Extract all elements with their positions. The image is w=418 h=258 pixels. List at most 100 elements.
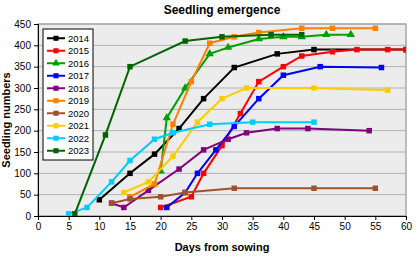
x-tick-label: 0 [36,221,42,232]
legend-box [43,29,93,160]
y-axis-line [34,25,39,217]
y-tick-label: 450 [14,19,31,30]
series-marker [201,96,206,101]
series-marker [347,30,355,37]
legend-item: 2014 [47,33,89,44]
x-tick-label: 20 [156,221,168,232]
y-tick-mark [34,216,38,217]
y-tick-mark [34,24,38,25]
series-marker [103,132,108,137]
y-tick-mark [34,88,38,89]
series-marker [109,200,114,205]
x-tick: 55 [370,216,382,232]
series [121,85,390,195]
x-tick: 25 [186,216,198,232]
y-tick-label: 50 [20,189,32,200]
series-marker [250,119,255,124]
series-marker [152,136,157,141]
series-group [66,26,406,216]
x-axis-title: Days from sowing [175,241,270,253]
y-tick-mark [34,173,38,174]
series-marker [127,158,132,163]
series-marker [274,126,279,131]
series-marker [244,85,249,90]
legend-label: 2019 [68,95,89,106]
series-marker [170,122,175,127]
y-axis-title: Seedling numbers [0,72,12,167]
series-marker [72,211,77,216]
series-marker [66,211,71,216]
series-marker [195,119,200,124]
series-marker [317,64,322,69]
series-line [112,129,370,208]
grid-line [38,173,406,174]
series-marker [330,49,335,54]
series-marker [121,190,126,195]
series-marker [127,64,132,69]
grid-line [38,24,406,25]
y-tick-label: 100 [14,168,31,179]
x-tick: 60 [401,216,413,232]
x-tick-mark [406,216,407,220]
series-marker [299,53,304,58]
series-marker [201,171,206,176]
series-marker [163,113,171,120]
x-tick: 15 [125,216,137,232]
series-marker [311,85,316,90]
series-marker [207,122,212,127]
x-tick-label: 30 [217,221,229,232]
series-marker [158,205,163,210]
x-tick-mark [161,216,162,220]
series-marker [109,179,114,184]
y-tick: 150 [14,147,38,158]
series [127,26,378,200]
series-marker [281,72,286,77]
x-tick-label: 60 [401,221,413,232]
series-marker [152,151,157,156]
legend-marker [53,123,58,128]
series-marker [201,147,206,152]
x-tick-label: 35 [248,221,260,232]
series-marker [244,130,249,135]
x-tick-mark [253,216,254,220]
legend-item: 2020 [47,108,89,119]
series [97,47,406,203]
plot-background [38,24,406,216]
series-marker [299,26,304,31]
x-tick-label: 10 [94,221,106,232]
series-marker [256,96,261,101]
x-tick-label: 15 [125,221,137,232]
legend-label: 2017 [68,70,89,81]
series-marker [403,47,406,52]
series-marker [322,30,330,37]
y-tick-label: 350 [14,61,31,72]
y-tick-label: 200 [14,125,31,136]
series-marker [232,124,237,129]
y-tick: 400 [14,40,38,51]
series-marker [182,38,187,43]
y-tick: 200 [14,125,38,136]
series-marker [219,96,224,101]
x-tick-label: 40 [278,221,290,232]
series-marker [385,87,390,92]
y-tick-mark [34,131,38,132]
legend-marker [53,48,58,53]
series-marker [373,186,378,191]
legend-label: 2016 [68,58,89,69]
series-marker [238,111,243,116]
title: Seedling emergence [164,3,281,17]
y-tick-mark [34,45,38,46]
legend-label: 2015 [68,45,89,56]
x-tick: 20 [156,216,168,232]
y-tick: 50 [20,189,38,200]
legend-label: 2023 [68,145,89,156]
legend-item: 2018 [47,83,89,94]
series-marker [225,136,230,141]
legend-marker [52,59,60,66]
series-marker [176,166,181,171]
series-marker [170,130,175,135]
series-marker [195,171,200,176]
legend-label: 2021 [68,120,89,131]
x-tick-label: 50 [340,221,352,232]
x-tick: 40 [278,216,290,232]
